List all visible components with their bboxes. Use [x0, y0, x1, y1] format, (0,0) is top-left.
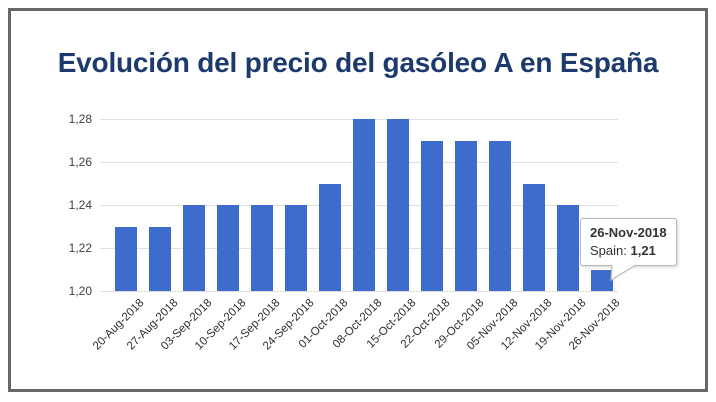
- y-axis-label: 1,22: [68, 241, 92, 255]
- gridline: [100, 290, 618, 292]
- bar-24-Sep-2018[interactable]: [285, 205, 307, 291]
- tooltip-value: 1,21: [630, 242, 656, 258]
- y-axis-label: 1,26: [68, 155, 92, 169]
- bar-01-Oct-2018[interactable]: [319, 183, 341, 291]
- tooltip-value-row: Spain: 1,21: [590, 242, 667, 260]
- bar-17-Sep-2018[interactable]: [251, 205, 273, 291]
- bar-12-Nov-2018[interactable]: [523, 183, 545, 291]
- y-axis-label: 1,20: [68, 284, 92, 298]
- bar-08-Oct-2018[interactable]: [353, 119, 375, 291]
- bar-10-Sep-2018[interactable]: [217, 205, 239, 291]
- chart-card: Evolución del precio del gasóleo A en Es…: [8, 8, 708, 392]
- tooltip: 26-Nov-2018 Spain: 1,21: [580, 218, 677, 282]
- y-axis-label: 1,28: [68, 112, 92, 126]
- tooltip-date: 26-Nov-2018: [590, 225, 667, 240]
- bar-05-Nov-2018[interactable]: [489, 140, 511, 291]
- bar-27-Aug-2018[interactable]: [149, 226, 171, 291]
- bar-03-Sep-2018[interactable]: [183, 205, 205, 291]
- y-axis-label: 1,24: [68, 198, 92, 212]
- chart-title: Evolución del precio del gasóleo A en Es…: [57, 47, 659, 78]
- bar-26-Nov-2018[interactable]: [591, 269, 613, 291]
- bar-19-Nov-2018[interactable]: [557, 205, 579, 291]
- bar-20-Aug-2018[interactable]: [115, 226, 137, 291]
- bar-22-Oct-2018[interactable]: [421, 140, 443, 291]
- bar-29-Oct-2018[interactable]: [455, 140, 477, 291]
- bar-15-Oct-2018[interactable]: [387, 119, 409, 291]
- tooltip-pointer-icon: [610, 264, 637, 282]
- tooltip-series-label: Spain:: [590, 242, 627, 258]
- plot-area: 1,28 1,26 1,24 1,22 1,20 20-Aug-2018 27-Aug-20…: [69, 112, 623, 353]
